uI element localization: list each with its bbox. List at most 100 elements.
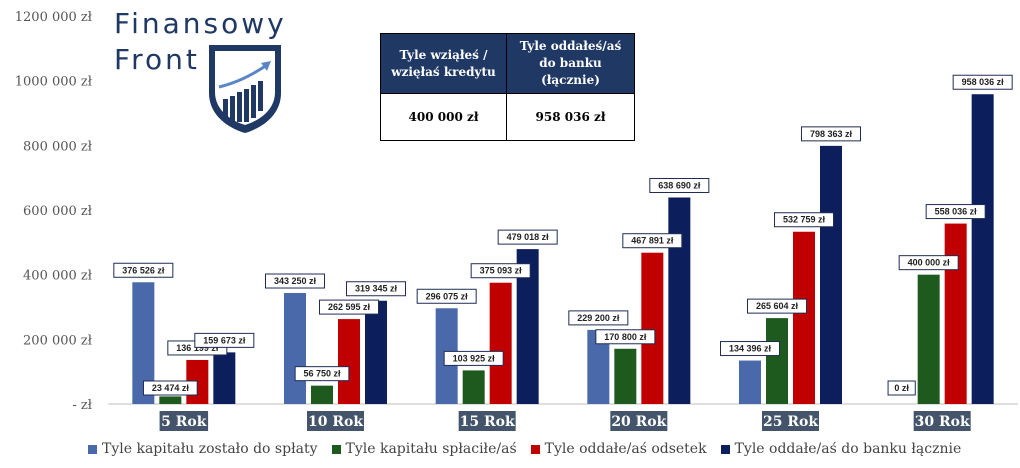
data-label-total: 159 673 zł xyxy=(203,335,246,345)
legend-label-total: Tyle oddałe/aś do banku łącznie xyxy=(734,441,962,457)
bar-remaining xyxy=(132,282,155,404)
legend-item-remaining: Tyle kapitału zostało do spłaty xyxy=(88,441,318,457)
bar-total xyxy=(668,197,691,404)
data-label-box xyxy=(142,380,198,396)
data-label-remaining: 343 250 zł xyxy=(274,276,317,286)
summary-value-repaid-total: 958 036 zł xyxy=(506,93,635,141)
bar-interest xyxy=(944,223,967,404)
bar-interest xyxy=(489,282,512,404)
y-tick-label: 600 000 zł xyxy=(23,204,93,219)
data-label-box xyxy=(294,366,350,382)
x-tick-label-bg xyxy=(458,411,516,431)
data-label-box xyxy=(346,281,406,297)
data-label-box xyxy=(898,255,959,271)
legend-label-interest: Tyle oddałe/aś odsetek xyxy=(544,441,707,457)
legend-item-total: Tyle oddałe/aś do banku łącznie xyxy=(720,441,962,457)
bar-repaid xyxy=(766,318,788,404)
bar-total xyxy=(971,94,994,405)
data-label-box xyxy=(720,341,780,357)
data-label-interest: 375 093 zł xyxy=(480,266,523,276)
legend-swatch-interest xyxy=(530,444,540,454)
data-label-box xyxy=(595,329,656,345)
data-label-box xyxy=(649,177,710,193)
y-tick-label: 800 000 zł xyxy=(23,139,93,154)
bar-remaining xyxy=(284,293,306,404)
data-label-box xyxy=(265,273,325,289)
data-label-repaid: 170 800 zł xyxy=(604,332,647,342)
finansowy-front-logo: Finansowy Front xyxy=(112,7,312,133)
data-label-box xyxy=(801,126,861,142)
data-label-box xyxy=(622,233,683,249)
bar-interest xyxy=(338,319,360,404)
summary-table: Tyle wziąłeś / wzięłaś kredytu Tyle odda… xyxy=(380,33,635,141)
x-tick-label: 30 Rok xyxy=(915,414,970,430)
data-label-box xyxy=(568,310,629,326)
data-label-repaid: 400 000 zł xyxy=(908,258,951,268)
x-tick-label: 10 Rok xyxy=(308,414,363,430)
data-label-interest: 467 891 zł xyxy=(631,236,674,246)
x-tick-label: 5 Rok xyxy=(161,414,207,430)
data-label-repaid: 56 750 zł xyxy=(303,369,341,379)
logo-word-1: Finansowy xyxy=(114,7,287,40)
data-label-box xyxy=(113,262,174,278)
data-label-box xyxy=(747,298,807,314)
x-tick-label-bg xyxy=(762,411,819,431)
x-tick-label-bg xyxy=(159,411,209,431)
legend-item-interest: Tyle oddałe/aś odsetek xyxy=(530,441,707,457)
y-tick-label: 1000 000 zł xyxy=(15,75,93,90)
y-tick-label: 400 000 zł xyxy=(23,269,93,284)
data-label-remaining: 0 zł xyxy=(894,383,909,393)
data-label-box xyxy=(319,299,379,315)
x-axis: 5 Rok 10 Rok 15 Rok 20 Rok 25 Rok 30 Rok xyxy=(159,411,971,431)
data-label-box xyxy=(925,204,986,220)
data-label-box xyxy=(443,350,504,366)
data-label-repaid: 23 474 zł xyxy=(152,383,190,393)
y-tick-label: 200 000 zł xyxy=(23,333,93,348)
legend-item-repaid: Tyle kapitału spłaciłe/aś xyxy=(331,441,517,457)
bar-total xyxy=(820,145,842,405)
data-label-interest: 136 199 zł xyxy=(176,343,219,353)
x-tick-label-bg xyxy=(307,411,364,431)
data-label-total: 798 363 zł xyxy=(810,129,853,139)
data-label-total: 638 690 zł xyxy=(658,180,701,190)
data-label-repaid: 103 925 zł xyxy=(453,353,496,363)
x-tick-label: 15 Rok xyxy=(460,414,515,430)
data-label-interest: 262 595 zł xyxy=(328,302,371,312)
x-tick-label-bg xyxy=(610,411,668,431)
logo-word-2: Front xyxy=(114,43,200,76)
data-label-box xyxy=(887,380,916,396)
summary-header-repaid-total: Tyle oddałeś/aś do banku (łącznie) xyxy=(506,33,635,94)
data-label-box xyxy=(416,288,477,304)
data-label-box xyxy=(774,212,834,228)
bar-repaid xyxy=(462,370,485,404)
data-label-remaining: 134 396 zł xyxy=(729,344,772,354)
legend-swatch-remaining xyxy=(88,444,97,454)
y-tick-label: 1200 000 zł xyxy=(15,10,93,25)
legend-label-repaid: Tyle kapitału spłaciłe/aś xyxy=(345,441,517,457)
bar-remaining xyxy=(587,329,610,404)
bar-total xyxy=(213,352,236,404)
data-label-remaining: 229 200 zł xyxy=(577,313,620,323)
data-label-repaid: 265 604 zł xyxy=(756,301,799,311)
bar-total xyxy=(516,249,539,404)
legend-swatch-repaid xyxy=(331,444,341,454)
bar-repaid xyxy=(614,348,637,404)
summary-value-borrowed: 400 000 zł xyxy=(380,93,507,141)
data-label-remaining: 376 526 zł xyxy=(122,265,165,275)
bar-interest xyxy=(641,252,664,404)
bar-repaid xyxy=(159,396,182,404)
y-axis: - zł 200 000 zł 400 000 zł 600 000 zł 800 00… xyxy=(15,10,93,413)
bar-remaining xyxy=(739,360,761,404)
data-label-interest: 558 036 zł xyxy=(935,207,978,217)
chart-legend: Tyle kapitału zostało do spłaty Tyle kap… xyxy=(88,441,975,457)
legend-swatch-total xyxy=(720,444,730,454)
bar-interest xyxy=(793,231,815,404)
legend-label-remaining: Tyle kapitału zostało do spłaty xyxy=(102,441,318,457)
data-label-box xyxy=(194,332,255,348)
data-label-total: 479 018 zł xyxy=(507,232,550,242)
y-tick-label: - zł xyxy=(72,398,92,413)
bar-repaid xyxy=(311,385,333,404)
data-label-box xyxy=(952,74,1013,90)
data-label-box xyxy=(497,229,558,245)
